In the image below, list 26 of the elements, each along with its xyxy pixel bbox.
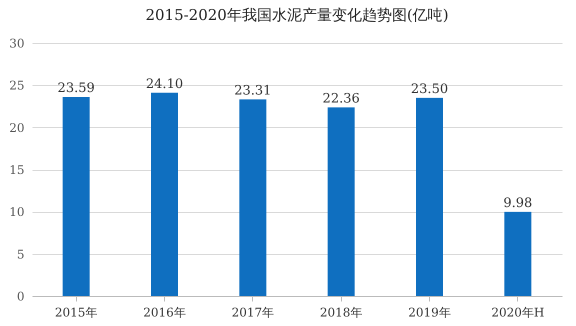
x-tick-label: 2016年 (143, 306, 186, 320)
data-label: 23.59 (58, 81, 95, 96)
data-label: 23.31 (234, 83, 272, 98)
y-tick-label: 10 (9, 205, 24, 220)
bar (151, 92, 178, 296)
y-tick-label: 15 (9, 163, 24, 177)
x-tick-label: 2015年 (54, 306, 98, 320)
y-tick-label: 30 (9, 36, 24, 50)
bar (416, 98, 443, 296)
x-tick-label: 2020年H (491, 306, 544, 320)
bar (239, 99, 266, 296)
y-tick-label: 5 (16, 247, 24, 262)
data-label: 22.36 (322, 91, 360, 106)
bar (328, 107, 355, 296)
y-tick-label: 0 (16, 290, 24, 304)
x-tick-label: 2017年 (232, 306, 274, 320)
data-label: 23.50 (410, 82, 448, 97)
bar (62, 97, 90, 296)
y-tick-label: 25 (9, 78, 24, 93)
x-tick-label: 2019年 (408, 306, 451, 320)
y-tick-label: 20 (9, 120, 24, 135)
data-label: 9.98 (503, 196, 532, 211)
data-label: 24.10 (146, 76, 184, 92)
chart-title: 2015-2020年我国水泥产量变化趋势图(亿吨) (145, 6, 449, 24)
bar (504, 212, 532, 296)
x-tick-label: 2018年 (320, 306, 362, 320)
